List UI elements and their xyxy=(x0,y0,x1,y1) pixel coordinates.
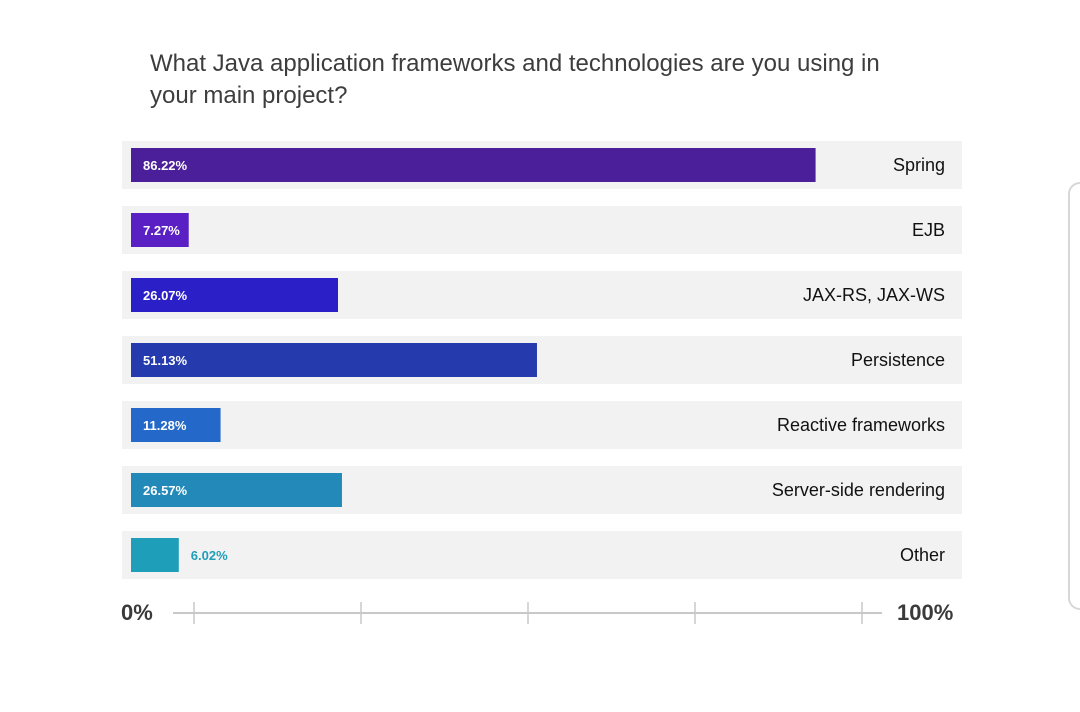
category-label: JAX-RS, JAX-WS xyxy=(803,285,945,305)
bar-track xyxy=(122,206,962,254)
category-label: Persistence xyxy=(851,350,945,370)
value-label: 51.13% xyxy=(143,353,188,368)
bar-ejb xyxy=(131,213,189,247)
value-label: 86.22% xyxy=(143,158,188,173)
bar-track xyxy=(122,401,962,449)
value-label: 7.27% xyxy=(143,223,180,238)
bar-track xyxy=(122,531,962,579)
chart-title: What Java application frameworks and tec… xyxy=(150,50,880,109)
bar-server-side-rendering xyxy=(131,473,342,507)
bar-persistence xyxy=(131,343,537,377)
x-axis-min-label: 0% xyxy=(121,600,153,625)
bar-spring xyxy=(131,148,816,182)
category-label: Server-side rendering xyxy=(772,480,945,500)
value-label: 11.28% xyxy=(143,418,187,433)
bar-jax-rs-jax-ws xyxy=(131,278,338,312)
side-panel-edge xyxy=(1068,182,1080,610)
x-axis-max-label: 100% xyxy=(897,600,954,625)
bar-reactive-frameworks xyxy=(131,408,221,442)
category-label: Spring xyxy=(893,155,945,175)
value-label: 26.57% xyxy=(143,483,188,498)
bar-other xyxy=(131,538,179,572)
category-label: EJB xyxy=(912,220,945,240)
value-label: 26.07% xyxy=(143,288,188,303)
category-label: Reactive frameworks xyxy=(777,415,945,435)
value-label: 6.02% xyxy=(191,548,228,563)
category-label: Other xyxy=(900,545,945,565)
